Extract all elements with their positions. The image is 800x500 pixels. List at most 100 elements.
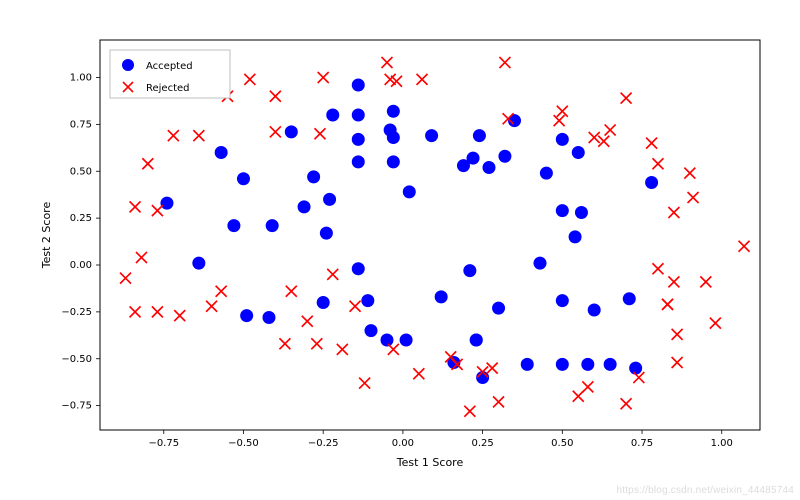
accepted-point xyxy=(266,219,279,232)
accepted-point xyxy=(498,150,511,163)
accepted-point xyxy=(237,172,250,185)
rejected-point xyxy=(350,301,361,312)
rejected-point xyxy=(710,318,721,329)
accepted-point xyxy=(581,358,594,371)
legend-label: Accepted xyxy=(146,61,193,72)
accepted-point xyxy=(307,170,320,183)
rejected-point xyxy=(381,57,392,68)
accepted-point xyxy=(556,358,569,371)
accepted-point xyxy=(160,197,173,210)
accepted-point xyxy=(521,358,534,371)
accepted-point xyxy=(317,296,330,309)
rejected-point xyxy=(605,125,616,136)
x-axis-label: Test 1 Score xyxy=(396,456,464,469)
rejected-point xyxy=(573,391,584,402)
y-tick-label: 0.00 xyxy=(70,260,92,271)
y-tick-label: 1.00 xyxy=(70,73,92,84)
accepted-point xyxy=(492,302,505,315)
rejected-point xyxy=(652,263,663,274)
accepted-point xyxy=(352,109,365,122)
accepted-point xyxy=(215,146,228,159)
accepted-point xyxy=(556,294,569,307)
rejected-point xyxy=(668,276,679,287)
accepted-point xyxy=(482,161,495,174)
rejected-point xyxy=(120,273,131,284)
accepted-point xyxy=(352,155,365,168)
rejected-point xyxy=(557,106,568,117)
rejected-point xyxy=(652,158,663,169)
rejected-point xyxy=(337,344,348,355)
rejected-point xyxy=(216,286,227,297)
accepted-point xyxy=(556,133,569,146)
x-tick-label: −0.50 xyxy=(228,438,259,449)
rejected-point xyxy=(582,381,593,392)
accepted-point xyxy=(575,206,588,219)
rejected-point xyxy=(270,91,281,102)
y-axis-label: Test 2 Score xyxy=(40,202,53,270)
accepted-point xyxy=(400,334,413,347)
accepted-point xyxy=(425,129,438,142)
x-tick-label: −0.25 xyxy=(308,438,339,449)
accepted-point xyxy=(326,109,339,122)
accepted-point xyxy=(569,230,582,243)
rejected-point xyxy=(302,316,313,327)
accepted-point xyxy=(403,185,416,198)
watermark-text: https://blog.csdn.net/weixin_44485744 xyxy=(616,485,794,496)
accepted-point xyxy=(540,167,553,180)
accepted-point xyxy=(645,176,658,189)
accepted-point xyxy=(387,155,400,168)
y-tick-label: −0.75 xyxy=(61,401,92,412)
accepted-point xyxy=(352,79,365,92)
accepted-point xyxy=(572,146,585,159)
rejected-point xyxy=(413,368,424,379)
y-tick-label: 0.25 xyxy=(70,213,92,224)
accepted-point xyxy=(380,334,393,347)
rejected-point xyxy=(286,286,297,297)
accepted-point xyxy=(473,129,486,142)
rejected-point xyxy=(130,306,141,317)
accepted-point xyxy=(629,362,642,375)
accepted-point xyxy=(588,304,601,317)
rejected-point xyxy=(136,252,147,263)
rejected-point xyxy=(206,301,217,312)
accepted-point xyxy=(556,204,569,217)
accepted-point xyxy=(240,309,253,322)
accepted-point xyxy=(285,125,298,138)
rejected-point xyxy=(688,192,699,203)
rejected-point xyxy=(388,344,399,355)
rejected-point xyxy=(684,168,695,179)
accepted-point xyxy=(470,334,483,347)
accepted-point xyxy=(192,257,205,270)
accepted-point xyxy=(534,257,547,270)
rejected-point xyxy=(311,338,322,349)
x-tick-label: 0.00 xyxy=(392,438,414,449)
rejected-point xyxy=(668,207,679,218)
rejected-point xyxy=(270,126,281,137)
rejected-point xyxy=(152,205,163,216)
accepted-point xyxy=(387,131,400,144)
rejected-point xyxy=(646,138,657,149)
rejected-point xyxy=(672,329,683,340)
rejected-point xyxy=(621,398,632,409)
accepted-point xyxy=(323,193,336,206)
rejected-point xyxy=(672,357,683,368)
scatter-chart: −0.75−0.50−0.250.000.250.500.751.00−0.75… xyxy=(0,0,800,500)
rejected-point xyxy=(359,378,370,389)
accepted-point xyxy=(298,200,311,213)
accepted-point xyxy=(467,152,480,165)
x-tick-label: 0.75 xyxy=(631,438,653,449)
rejected-point xyxy=(493,396,504,407)
rejected-point xyxy=(174,310,185,321)
legend-label: Rejected xyxy=(146,83,190,94)
rejected-point xyxy=(417,74,428,85)
accepted-point xyxy=(604,358,617,371)
accepted-point xyxy=(435,290,448,303)
accepted-point xyxy=(361,294,374,307)
rejected-point xyxy=(168,130,179,141)
legend-marker-accepted-icon xyxy=(122,59,134,71)
x-tick-label: 0.25 xyxy=(471,438,493,449)
rejected-point xyxy=(244,74,255,85)
accepted-point xyxy=(387,105,400,118)
x-tick-label: 0.50 xyxy=(551,438,573,449)
rejected-point xyxy=(487,363,498,374)
